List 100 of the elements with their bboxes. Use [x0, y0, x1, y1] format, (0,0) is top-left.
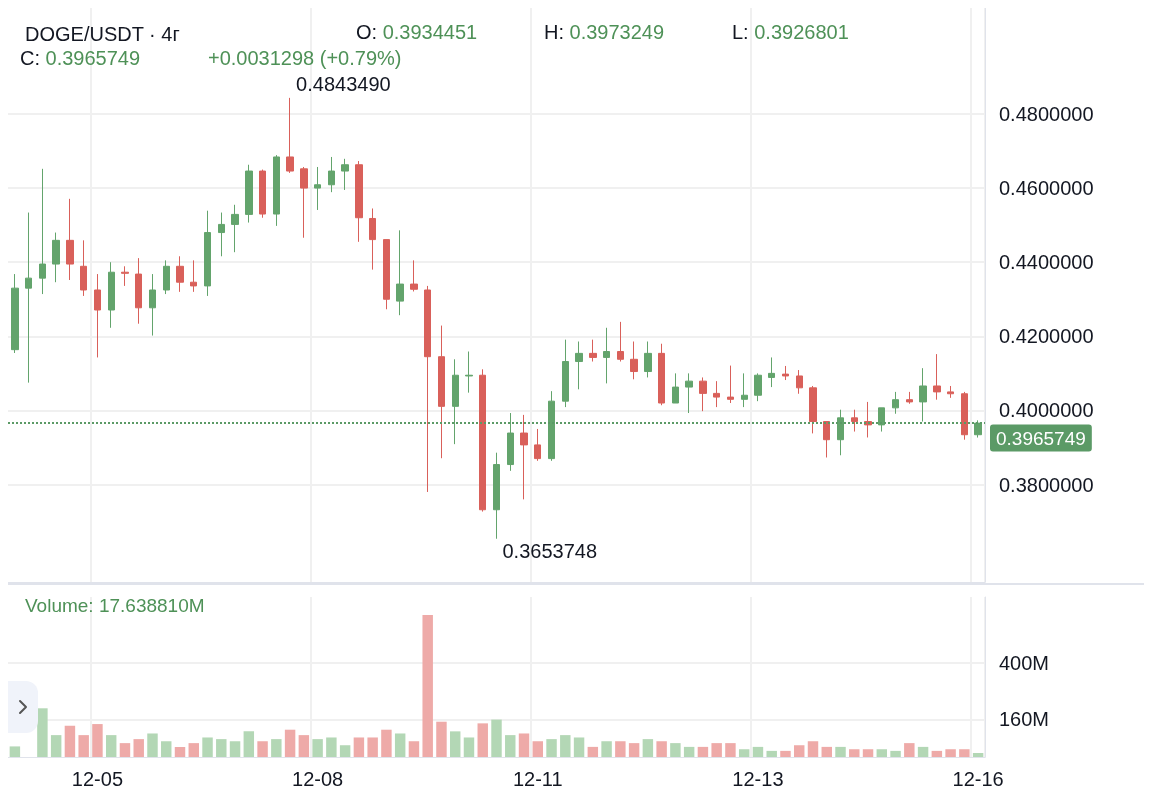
bar — [367, 737, 378, 757]
bar — [959, 749, 970, 757]
candlestick — [727, 365, 734, 404]
bar — [794, 745, 805, 757]
bar — [422, 614, 433, 757]
bar — [972, 753, 984, 757]
x-tick-label: 12-05 — [71, 768, 124, 790]
bar — [477, 723, 488, 757]
bar — [353, 737, 365, 757]
chart-title: Volume: 17.638810M — [25, 595, 205, 616]
annotation: +0.0031298 (+0.79%) — [208, 47, 402, 69]
bar — [807, 741, 819, 757]
bar — [243, 731, 255, 757]
y-tick-label: 0.4200000 — [999, 325, 1094, 348]
x-tick-label: 12-13 — [732, 768, 784, 790]
candlestick — [355, 160, 363, 243]
bar — [904, 743, 915, 757]
bar — [229, 741, 241, 757]
candlestick — [644, 341, 652, 378]
bar — [298, 735, 310, 757]
candlestick — [768, 356, 775, 388]
candlestick — [410, 259, 418, 292]
candlestick — [933, 353, 941, 401]
bar — [876, 749, 888, 757]
candlestick — [273, 154, 280, 227]
annotation: H: 0.3973249 — [544, 21, 665, 43]
bar — [78, 735, 89, 757]
bar — [931, 750, 943, 757]
bar — [381, 729, 392, 757]
candlestick — [961, 391, 968, 441]
annotation: 0.3653748 — [502, 539, 598, 562]
bar — [546, 739, 557, 757]
bar — [518, 733, 530, 757]
bar — [615, 741, 626, 757]
bar — [312, 739, 323, 757]
candlestick — [424, 285, 431, 493]
bar — [738, 749, 750, 757]
y-tick-label: 0.4600000 — [999, 177, 1094, 200]
y-tick-label: 0.4800000 — [999, 102, 1094, 125]
candlestick — [245, 164, 253, 224]
x-tick-label: 12-16 — [952, 768, 1004, 790]
bar — [463, 737, 475, 757]
candlestick — [163, 259, 170, 295]
candlestick — [369, 207, 376, 271]
y-tick-label: 0.3800000 — [999, 473, 1094, 496]
candlestick — [782, 365, 789, 381]
candlestick — [80, 239, 87, 297]
candlestick — [204, 210, 211, 297]
candlestick — [672, 372, 679, 404]
bar — [766, 750, 777, 757]
bar — [9, 746, 21, 757]
candlestick — [286, 97, 294, 174]
candlestick — [11, 273, 19, 354]
annotation: O: 0.3934451 — [356, 21, 478, 43]
candlestick — [190, 259, 197, 293]
y-tick-label: 0.4000000 — [999, 399, 1094, 422]
bar — [601, 741, 612, 757]
candlestick — [52, 232, 60, 283]
bar — [642, 739, 654, 757]
candlestick — [906, 391, 913, 405]
candlestick — [947, 385, 954, 399]
bar — [821, 746, 832, 757]
bar — [683, 746, 695, 757]
bar — [849, 749, 860, 757]
bar — [326, 737, 337, 757]
candlestick — [108, 261, 115, 329]
candlestick — [575, 341, 583, 390]
candlestick — [314, 166, 321, 211]
candlestick — [699, 376, 707, 412]
ref-line-label: 0.3965749 — [996, 427, 1086, 449]
bar — [560, 735, 571, 757]
candlestick — [259, 169, 266, 219]
candlestick — [658, 343, 665, 406]
bar — [147, 733, 158, 757]
bar — [491, 719, 502, 757]
bar — [202, 737, 213, 757]
candlestick — [809, 385, 817, 434]
candlestick — [851, 409, 858, 433]
candlestick — [328, 156, 335, 193]
candlestick — [919, 367, 927, 423]
bar — [188, 743, 199, 757]
y-tick-label: 160M — [999, 708, 1050, 731]
bar — [284, 729, 296, 757]
candlestick — [603, 327, 610, 384]
bar — [161, 741, 172, 757]
annotation: L: 0.3926801 — [732, 21, 849, 43]
bar — [835, 746, 846, 757]
candlestick — [176, 255, 184, 293]
annotation: C: 0.3965749 — [20, 47, 141, 69]
candlestick — [479, 368, 486, 513]
candlestick — [685, 372, 693, 414]
bar — [105, 735, 117, 757]
bar — [339, 745, 351, 757]
bar — [449, 731, 461, 757]
bar — [532, 741, 544, 757]
bar — [394, 733, 406, 757]
candlestick — [25, 212, 32, 384]
y-tick-label: 400M — [999, 651, 1050, 674]
candlestick — [864, 401, 872, 438]
text: DOGE/USDT · 4г — [25, 23, 180, 45]
